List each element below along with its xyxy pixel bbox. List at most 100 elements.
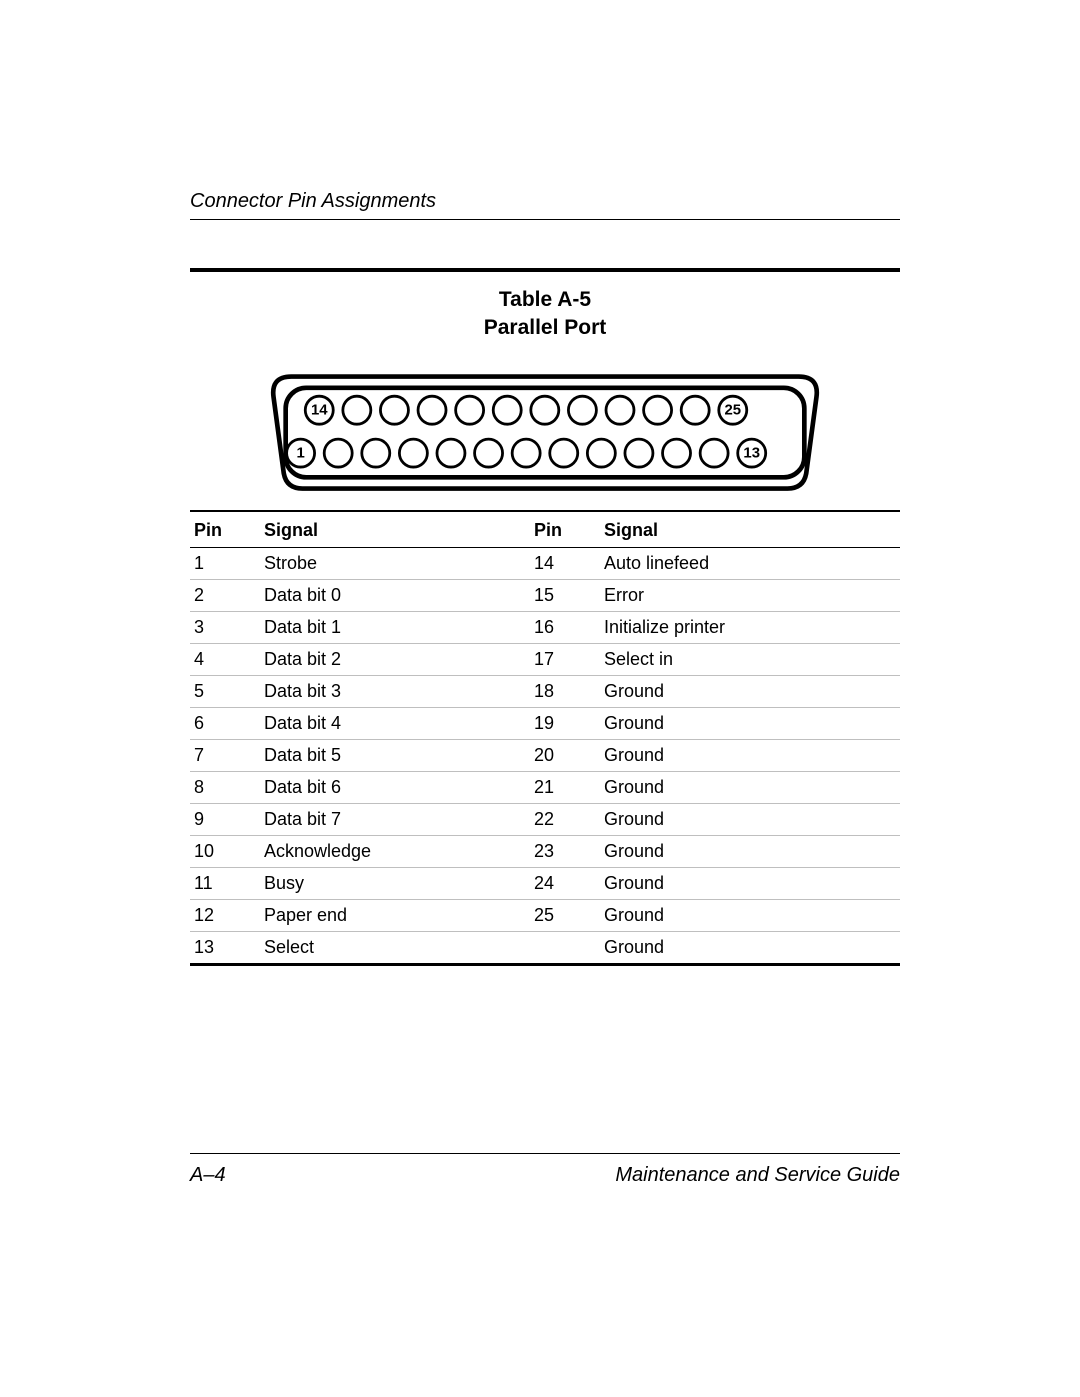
table-cell: 21	[530, 771, 600, 803]
table-caption: Table A-5 Parallel Port	[190, 286, 900, 343]
page: Connector Pin Assignments Table A-5 Para…	[0, 0, 1080, 1397]
connector-pin	[324, 439, 352, 467]
table-cell: Ground	[600, 739, 900, 771]
connector-pin-label: 14	[311, 401, 328, 418]
table-row: 8Data bit 621Ground	[190, 771, 900, 803]
table-cell: 19	[530, 707, 600, 739]
table-cell: Select	[260, 931, 530, 963]
connector-pin	[418, 396, 446, 424]
table-cell	[530, 931, 600, 963]
table-cell: Data bit 1	[260, 611, 530, 643]
table-cell: 23	[530, 835, 600, 867]
table-cell: 2	[190, 579, 260, 611]
table-cell: Data bit 0	[260, 579, 530, 611]
table-cell: 8	[190, 771, 260, 803]
table-cell: Data bit 7	[260, 803, 530, 835]
table-cell: Ground	[600, 707, 900, 739]
table-cell: 16	[530, 611, 600, 643]
doc-title: Maintenance and Service Guide	[615, 1164, 900, 1187]
connector-pin	[587, 439, 615, 467]
page-footer: A–4 Maintenance and Service Guide	[190, 1153, 900, 1187]
connector-pin	[475, 439, 503, 467]
table-cell: Ground	[600, 867, 900, 899]
table-cell: Ground	[600, 803, 900, 835]
table-cell: 13	[190, 931, 260, 963]
table-cell: 11	[190, 867, 260, 899]
table-cell: Data bit 3	[260, 675, 530, 707]
connector-pin-label: 25	[724, 401, 741, 418]
table-row: 11Busy24Ground	[190, 867, 900, 899]
connector-pin	[512, 439, 540, 467]
connector-pin-label: 1	[296, 444, 304, 461]
table-cell: Ground	[600, 835, 900, 867]
connector-pin	[568, 396, 596, 424]
table-row: 12Paper end25Ground	[190, 899, 900, 931]
table-cell: 22	[530, 803, 600, 835]
connector-pin	[625, 439, 653, 467]
table-cell: Ground	[600, 675, 900, 707]
top-heavy-rule	[190, 268, 900, 272]
connector-pin	[380, 396, 408, 424]
table-cell: Paper end	[260, 899, 530, 931]
table-cell: Data bit 4	[260, 707, 530, 739]
table-row: 3Data bit 116Initialize printer	[190, 611, 900, 643]
table-cell: 12	[190, 899, 260, 931]
table-cell: Acknowledge	[260, 835, 530, 867]
table-cell: 25	[530, 899, 600, 931]
table-row: 9Data bit 722Ground	[190, 803, 900, 835]
connector-pin	[550, 439, 578, 467]
table-row: 13Select Ground	[190, 931, 900, 963]
table-cell: 3	[190, 611, 260, 643]
table-row: 1Strobe14Auto linefeed	[190, 547, 900, 579]
connector-pin	[700, 439, 728, 467]
col-header-signal-left: Signal	[260, 512, 530, 548]
connector-pin	[663, 439, 691, 467]
table-cell: Ground	[600, 899, 900, 931]
caption-line-1: Table A-5	[499, 288, 591, 311]
table-cell: 4	[190, 643, 260, 675]
table-cell: Ground	[600, 931, 900, 963]
connector-pin	[362, 439, 390, 467]
table-bottom-rule	[190, 963, 900, 966]
pin-assignment-table: Pin Signal Pin Signal 1Strobe14Auto line…	[190, 512, 900, 963]
table-cell: 14	[530, 547, 600, 579]
table-cell: Strobe	[260, 547, 530, 579]
connector-pin	[343, 396, 371, 424]
table-cell: 1	[190, 547, 260, 579]
table-cell: Auto linefeed	[600, 547, 900, 579]
table-row: 7Data bit 520Ground	[190, 739, 900, 771]
connector-pin	[606, 396, 634, 424]
section-header: Connector Pin Assignments	[190, 190, 900, 220]
table-header-row: Pin Signal Pin Signal	[190, 512, 900, 548]
table-cell: Select in	[600, 643, 900, 675]
connector-pin	[399, 439, 427, 467]
page-number: A–4	[190, 1164, 226, 1187]
table-cell: Initialize printer	[600, 611, 900, 643]
table-cell: Data bit 6	[260, 771, 530, 803]
connector-pin	[531, 396, 559, 424]
parallel-port-connector-diagram: 14 25 1 13	[265, 371, 825, 496]
table-cell: 10	[190, 835, 260, 867]
connector-pin	[437, 439, 465, 467]
table-cell: 17	[530, 643, 600, 675]
connector-pin	[456, 396, 484, 424]
col-header-pin-right: Pin	[530, 512, 600, 548]
table-row: 4Data bit 217Select in	[190, 643, 900, 675]
connector-pin	[493, 396, 521, 424]
table-cell: Error	[600, 579, 900, 611]
table-row: 2Data bit 015Error	[190, 579, 900, 611]
connector-pin-label: 13	[743, 444, 760, 461]
table-cell: 24	[530, 867, 600, 899]
table-cell: Data bit 5	[260, 739, 530, 771]
table-cell: 20	[530, 739, 600, 771]
table-cell: 6	[190, 707, 260, 739]
caption-line-2: Parallel Port	[484, 316, 607, 339]
table-cell: Data bit 2	[260, 643, 530, 675]
table-cell: 7	[190, 739, 260, 771]
connector-pin	[644, 396, 672, 424]
col-header-signal-right: Signal	[600, 512, 900, 548]
table-row: 6Data bit 419Ground	[190, 707, 900, 739]
table-cell: 5	[190, 675, 260, 707]
table-cell: 18	[530, 675, 600, 707]
table-row: 10Acknowledge23Ground	[190, 835, 900, 867]
